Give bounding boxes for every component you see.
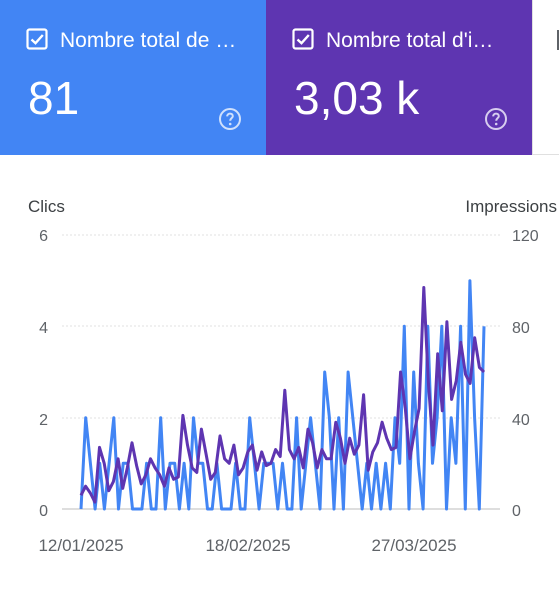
clicks-series-line [79, 279, 486, 511]
total-impressions-card[interactable]: Nombre total d'i… 3,03 k [266, 0, 532, 155]
left-tick: 0 [39, 503, 48, 520]
x-tick: 27/03/2025 [371, 536, 456, 555]
x-tick: 12/01/2025 [38, 536, 123, 555]
checkbox-checked-icon[interactable] [26, 28, 48, 50]
total-impressions-value: 3,03 k [294, 72, 420, 124]
total-clicks-label: Nombre total de … [60, 29, 237, 52]
third-metric-card-partial[interactable] [532, 0, 559, 155]
right-axis-title: Impressions [465, 197, 557, 216]
right-tick: 120 [512, 228, 539, 245]
total-clicks-value: 81 [28, 72, 80, 124]
left-axis-title: Clics [28, 197, 65, 216]
left-tick: 6 [39, 228, 48, 245]
tick-labels: 6 4 2 0 120 80 40 0 12/01/2025 18/02/202… [38, 228, 538, 555]
left-tick: 4 [39, 320, 48, 337]
impressions-series-line [79, 286, 486, 504]
series-lines [79, 279, 486, 511]
left-tick: 2 [39, 412, 48, 429]
right-tick: 40 [512, 412, 530, 429]
x-tick: 18/02/2025 [205, 536, 290, 555]
checkbox-checked-icon[interactable] [292, 28, 314, 50]
chart-plot: 6 4 2 0 120 80 40 0 12/01/2025 18/02/202… [38, 228, 538, 555]
right-tick: 0 [512, 503, 521, 520]
help-icon[interactable] [218, 107, 242, 131]
checkbox-unchecked-icon[interactable] [557, 30, 559, 50]
performance-chart: Clics Impressions 6 4 2 0 120 80 40 0 12… [0, 155, 559, 600]
total-clicks-card[interactable]: Nombre total de … 81 [0, 0, 266, 155]
metric-cards: Nombre total de … 81 Nombre total d'i… 3… [0, 0, 559, 155]
right-tick: 80 [512, 320, 530, 337]
help-icon[interactable] [484, 107, 508, 131]
total-impressions-label: Nombre total d'i… [326, 29, 494, 52]
